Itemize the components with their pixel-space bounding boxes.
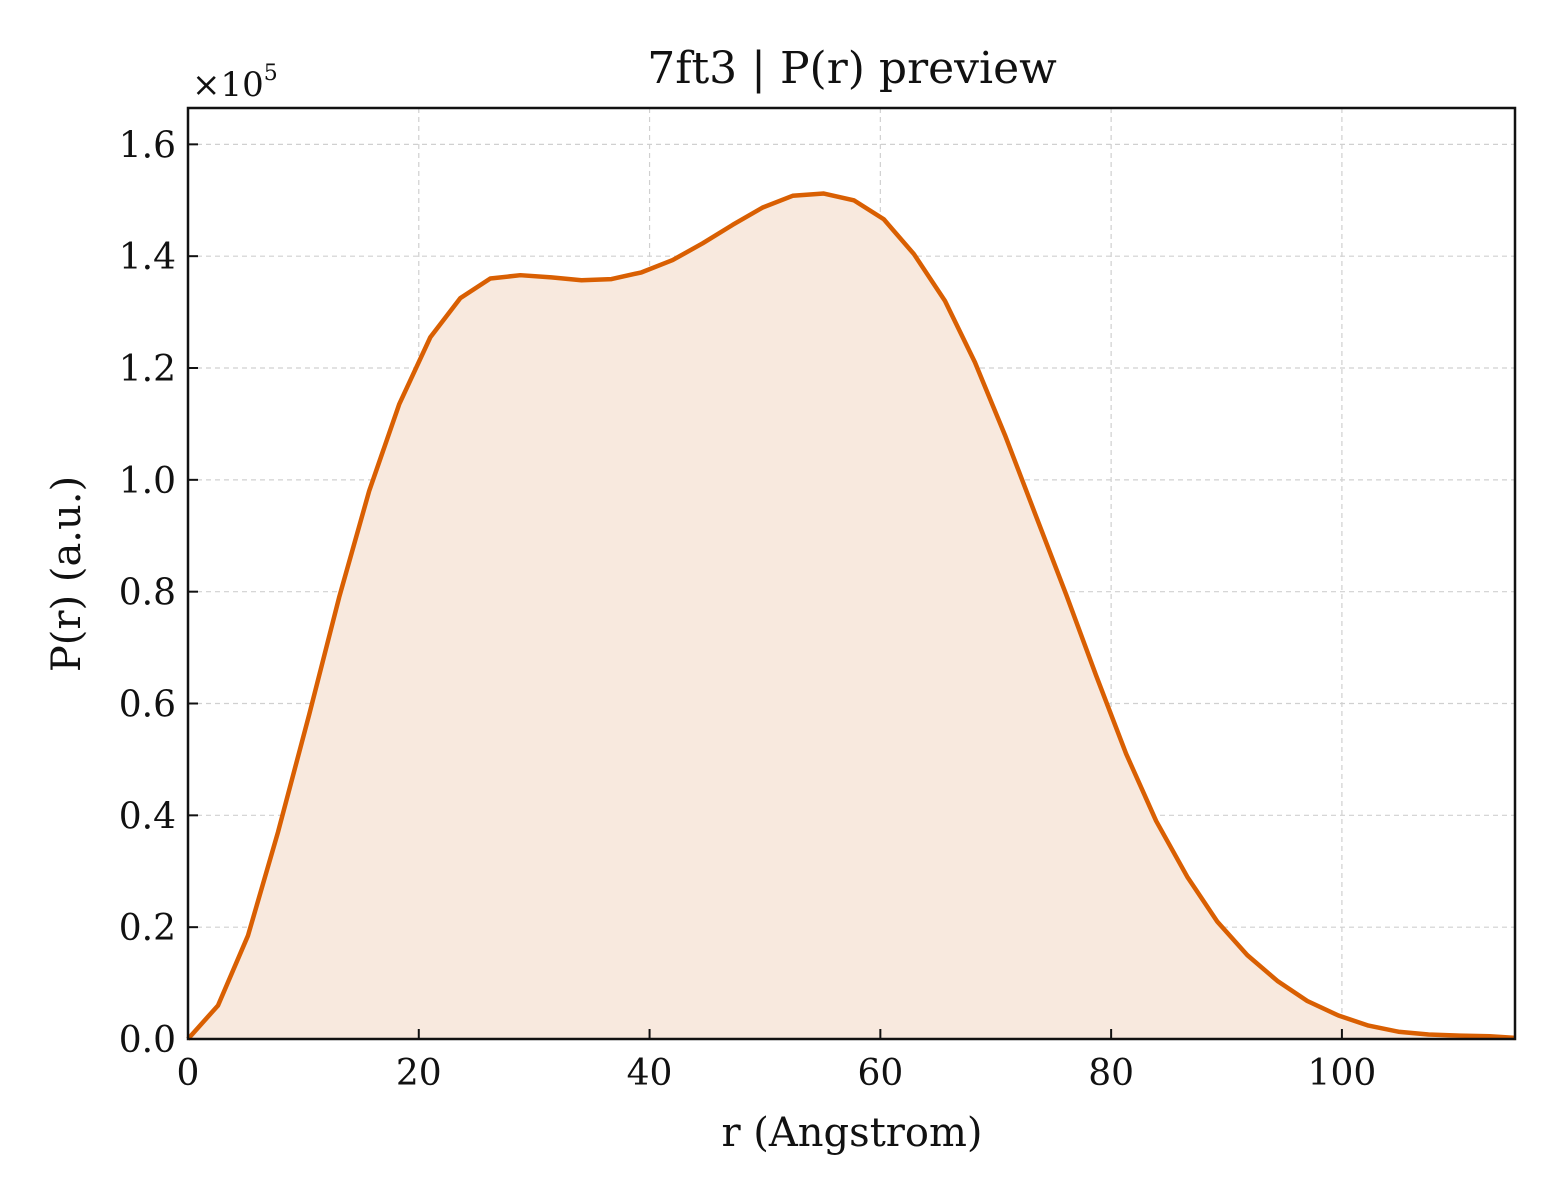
y-axis-multiplier: ×105	[192, 61, 278, 105]
y-tick-label: 1.0	[119, 461, 176, 502]
x-tick-label: 20	[396, 1053, 442, 1094]
y-tick-label: 1.2	[119, 349, 176, 390]
y-tick-label: 1.4	[119, 237, 176, 278]
plot-frame	[186, 106, 1517, 1041]
y-tick-label: 0.6	[119, 685, 176, 726]
y-tick-label: 0.0	[119, 1020, 176, 1061]
y-tick-label: 0.4	[119, 796, 176, 837]
x-axis-label: r (Angstrom)	[721, 1110, 982, 1156]
chart-title: 7ft3 | P(r) preview	[647, 43, 1057, 94]
series-line	[186, 191, 1516, 1041]
x-tick-label: 40	[627, 1053, 673, 1094]
y-tick-label: 0.2	[119, 908, 176, 949]
x-tick-label: 0	[177, 1053, 200, 1094]
y-axis-label: P(r) (a.u.)	[44, 476, 90, 672]
area-fill	[188, 193, 1515, 1040]
x-tick-label: 80	[1088, 1053, 1134, 1094]
x-tick-label: 60	[857, 1053, 903, 1094]
y-multiplier-exponent: 5	[264, 61, 278, 86]
y-tick-label: 0.8	[119, 573, 176, 614]
y-tick-label: 1.6	[119, 125, 176, 166]
ticks: 0 20 40 60 80 100 0.0 0.2 0.4 0.6 0.8 1.0 1.2 1.4 1.6	[119, 125, 1377, 1094]
y-multiplier-base: ×10	[192, 65, 264, 105]
x-tick-label: 100	[1308, 1053, 1377, 1094]
